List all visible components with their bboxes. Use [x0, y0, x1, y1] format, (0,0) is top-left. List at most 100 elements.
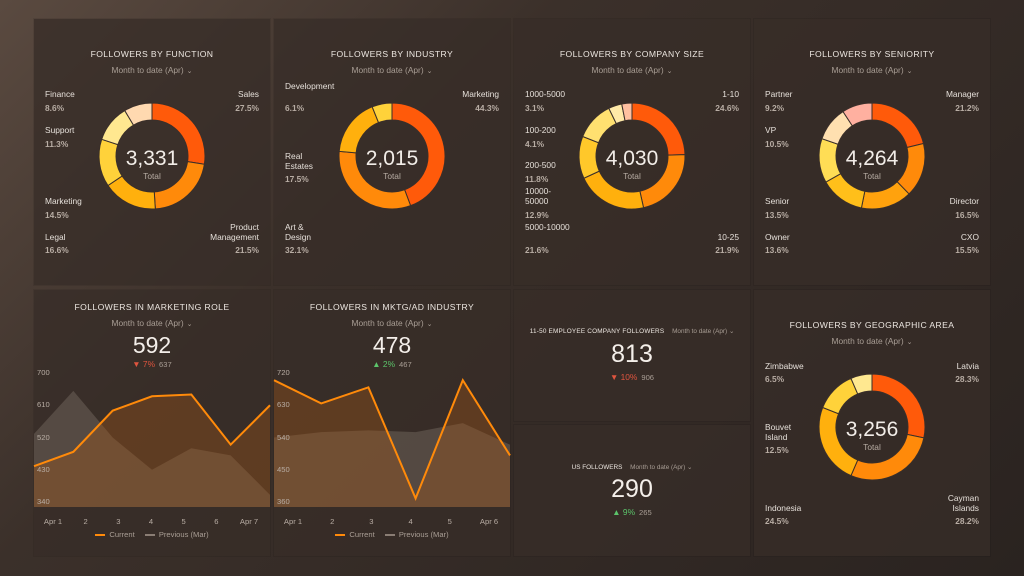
slice-label: Real Estates: [285, 151, 313, 171]
period-label: Month to date (Apr): [351, 65, 424, 75]
slice-pct: 24.5%: [765, 516, 789, 526]
slice-label: Partner: [765, 89, 793, 99]
panel-followers-in-marketing-role: FOLLOWERS IN MARKETING ROLE Month to dat…: [33, 290, 271, 556]
period-dropdown[interactable]: Month to date (Apr) ⌄: [514, 65, 750, 75]
donut-slice[interactable]: [124, 102, 153, 126]
x-tick-label: Apr 7: [239, 517, 259, 526]
panel-11-50-employee-followers: 11-50 EMPLOYEE COMPANY FOLLOWERS Month t…: [514, 290, 750, 421]
legend-swatch-current: [335, 534, 346, 536]
series-current-line[interactable]: [33, 393, 271, 468]
slice-pct: 17.5%: [285, 174, 309, 184]
delta-badge: ▲ 9% 265: [514, 507, 750, 517]
slice-pct: 27.5%: [235, 103, 259, 113]
donut-slice[interactable]: [842, 102, 873, 127]
x-tick-label: 6: [214, 517, 219, 526]
slice-label: Director: [949, 196, 979, 206]
slice-label: Owner: [765, 232, 790, 242]
legend-previous: Previous (Mar): [398, 530, 449, 539]
slice-label: 10000-50000: [525, 186, 552, 206]
slice-pct: 11.3%: [45, 139, 69, 149]
panel-title: FOLLOWERS IN MARKETING ROLE: [74, 302, 230, 312]
slice-pct: 15.5%: [955, 245, 979, 255]
previous-value: 467: [399, 360, 412, 369]
x-tick-label: 5: [181, 517, 186, 526]
period-label: Month to date (Apr): [591, 65, 664, 75]
donut-chart: [338, 102, 446, 210]
period-dropdown[interactable]: Month to date (Apr) ⌄: [274, 318, 510, 328]
period-dropdown[interactable]: Month to date (Apr) ⌄: [34, 65, 270, 75]
slice-pct: 3.1%: [525, 103, 545, 113]
panel-title: FOLLOWERS BY COMPANY SIZE: [559, 49, 705, 59]
panel-followers-by-function: FOLLOWERS BY FUNCTION Month to date (Apr…: [34, 19, 270, 285]
slice-label: Development: [285, 81, 335, 91]
donut-slice[interactable]: [338, 106, 380, 154]
total-label: Total: [383, 171, 401, 181]
period-label: Month to date (Apr): [831, 336, 904, 346]
slice-label: Finance: [45, 89, 75, 99]
period-label: Month to date (Apr): [111, 318, 184, 328]
period-dropdown[interactable]: Month to date (Apr) ⌄: [754, 336, 990, 346]
x-tick-label: 3: [369, 517, 374, 526]
panel-title: US FOLLOWERS: [571, 464, 623, 471]
period-dropdown[interactable]: Month to date (Apr) ⌄: [630, 464, 692, 471]
donut-chart: [818, 373, 926, 481]
previous-value: 906: [641, 373, 655, 382]
chevron-down-icon: ⌄: [426, 68, 433, 75]
x-tick-label: 4: [148, 517, 154, 526]
series-previous-area: [274, 423, 510, 507]
panel-us-followers: US FOLLOWERS Month to date (Apr) ⌄ 290 ▲…: [514, 425, 750, 556]
donut-slice[interactable]: [621, 102, 633, 122]
chevron-down-icon: ⌄: [728, 328, 735, 335]
donut-slice[interactable]: [871, 102, 925, 149]
donut-slice[interactable]: [850, 373, 873, 395]
slice-pct: 14.5%: [45, 210, 69, 220]
slice-pct: 21.2%: [955, 103, 979, 113]
y-tick-label: 450: [277, 464, 290, 474]
period-dropdown[interactable]: Month to date (Apr) ⌄: [274, 65, 510, 75]
slice-pct: 11.8%: [525, 174, 549, 184]
y-tick-label: 700: [37, 368, 50, 377]
current-value: 478: [372, 332, 412, 358]
slice-label: 200-500: [525, 160, 556, 170]
panel-followers-by-seniority: FOLLOWERS BY SENIORITY Month to date (Ap…: [754, 19, 990, 285]
donut-slice[interactable]: [371, 102, 393, 124]
slice-pct: 16.5%: [955, 210, 979, 220]
slice-label: 1000-5000: [525, 89, 566, 99]
slice-pct: 13.5%: [765, 210, 789, 220]
slice-label: Art & Design: [285, 222, 312, 242]
slice-pct: 24.6%: [715, 103, 739, 113]
panel-title: FOLLOWERS BY GEOGRAPHIC AREA: [789, 320, 955, 330]
slice-label: Marketing: [462, 89, 499, 99]
y-tick-label: 360: [277, 497, 290, 506]
area-chart: [273, 377, 511, 507]
slice-label: Latvia: [956, 361, 979, 371]
slice-label: Zimbabwe: [765, 361, 804, 371]
period-dropdown[interactable]: Month to date (Apr) ⌄: [672, 328, 734, 335]
chart-legend: Current Previous (Mar): [34, 530, 270, 539]
slice-label: 10-25: [717, 232, 739, 242]
legend-previous: Previous (Mar): [158, 530, 209, 539]
slice-pct: 28.2%: [955, 516, 979, 526]
total-label: Total: [863, 171, 881, 181]
slice-label: Legal: [45, 232, 66, 242]
delta-value: ▼ 10%: [609, 372, 638, 382]
delta-badge: ▲ 2% 467: [274, 359, 510, 369]
x-tick-label: Apr 1: [43, 517, 63, 526]
panel-title: FOLLOWERS BY FUNCTION: [90, 49, 214, 59]
donut-slice[interactable]: [822, 377, 859, 415]
y-tick-label: 610: [37, 400, 50, 410]
panel-followers-in-mktg-ad-industry: FOLLOWERS IN MKTG/AD INDUSTRY Month to d…: [273, 290, 511, 556]
series-current-line[interactable]: [273, 377, 511, 502]
slice-pct: 6.5%: [765, 374, 785, 384]
legend-current: Current: [349, 530, 375, 539]
slice-label: Bouvet Island: [765, 422, 792, 442]
slice-label: Sales: [238, 89, 259, 99]
donut-chart: [818, 102, 926, 210]
panel-title: 11-50 EMPLOYEE COMPANY FOLLOWERS: [529, 328, 665, 335]
slice-label: VP: [765, 125, 777, 135]
period-dropdown[interactable]: Month to date (Apr) ⌄: [754, 65, 990, 75]
total-label: Total: [623, 171, 641, 181]
total-value: 3,331: [125, 147, 179, 170]
period-dropdown[interactable]: Month to date (Apr) ⌄: [34, 318, 270, 328]
slice-label: CXO: [960, 232, 979, 242]
